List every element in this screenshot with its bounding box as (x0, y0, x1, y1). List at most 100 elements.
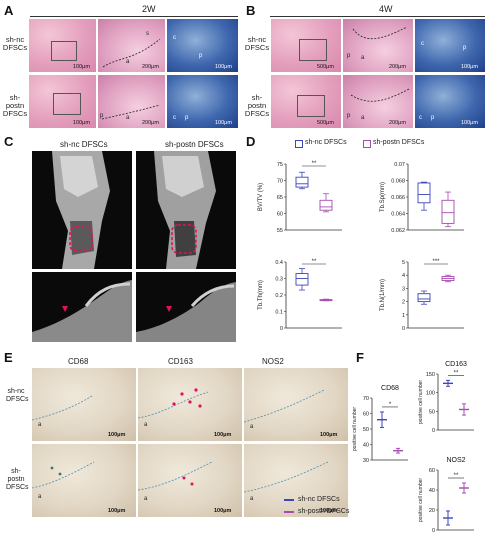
panel-b-he-overview-2: 500μm (271, 75, 341, 128)
panel-a-masson-2: c p 100μm (167, 75, 238, 128)
y-tick-label: 0.1 (275, 310, 283, 316)
panel-e-col-nos2: NOS2 (262, 357, 284, 366)
region-mark: a (361, 55, 365, 61)
y-axis-label: Tb.Th(mm) (258, 280, 264, 310)
panel-b-he-zoom-1: p a 200μm (343, 19, 413, 72)
scale-bar-label: 100μm (461, 120, 478, 126)
box (417, 293, 431, 303)
y-tick-label: 0.068 (391, 179, 405, 185)
panel-e-ihc-cd163-postn: a 100μm (138, 444, 242, 517)
y-tick-label: 60 (363, 412, 369, 418)
y-tick-label: 40 (363, 443, 369, 449)
scale-bar-label: 100μm (320, 508, 338, 514)
y-axis-label: positive cell number (418, 478, 424, 523)
panel-letter-f: F (356, 350, 364, 365)
significance-label: ** (454, 370, 459, 376)
region-mark: p (100, 113, 104, 119)
significance-label: ** (312, 259, 317, 265)
panel-c-microct-nc (32, 151, 132, 269)
panel-c-microct-postn (136, 151, 236, 269)
panel-b-row2-label: sh-postn DFSCs (244, 93, 270, 118)
y-tick-label: 1 (402, 313, 405, 319)
panel-e-row1-label: sh-nc DFSCs (6, 388, 29, 403)
region-mark: c (173, 35, 176, 41)
scale-bar-label: 100μm (215, 120, 232, 126)
box (319, 199, 333, 211)
y-tick-label: 0.064 (391, 212, 405, 218)
y-tick-label: 0 (432, 528, 435, 534)
y-tick-label: 3 (402, 286, 405, 292)
region-mark: a (38, 494, 42, 500)
panel-a-timepoint: 2W (142, 4, 156, 14)
box (417, 182, 431, 204)
scale-bar-label: 200μm (389, 120, 406, 126)
significance-label: * (389, 402, 392, 408)
box (441, 199, 455, 224)
y-axis-label: Tb.Sp(mm) (380, 182, 386, 212)
y-tick-label: 0.4 (275, 260, 283, 266)
scale-bar-label: 100μm (108, 432, 126, 438)
panel-letter-c: C (4, 134, 14, 149)
y-tick-label: 60 (277, 212, 283, 218)
region-mark: c (173, 115, 176, 121)
panel-c-section-postn (136, 272, 236, 342)
y-tick-label: 70 (277, 179, 283, 185)
y-tick-label: 5 (402, 260, 405, 266)
panel-letter-b: B (246, 3, 256, 18)
legend-label: sh-postn DFSCs (373, 139, 425, 146)
y-tick-label: 50 (363, 427, 369, 433)
scale-bar-label: 100μm (214, 432, 232, 438)
region-mark: p (463, 45, 467, 51)
chart-title: CD163 (445, 361, 467, 368)
y-tick-label: 0 (432, 428, 435, 434)
panel-b-row1-label: sh-nc DFSCs (244, 35, 270, 52)
region-mark: s (146, 31, 149, 37)
chart-title: NOS2 (446, 457, 465, 464)
scale-bar-label: 100μm (215, 64, 232, 70)
box (295, 273, 309, 286)
y-axis-label: positive cell number (418, 380, 424, 425)
panel-b-masson-2: c p 100μm (415, 75, 485, 128)
region-mark: p (199, 53, 203, 59)
y-axis-label: positive cell number (352, 407, 358, 452)
panel-e-ihc-cd68-postn: a 100μm (32, 444, 136, 517)
y-tick-label: 0 (402, 326, 405, 332)
scale-bar-label: 100μm (73, 120, 90, 126)
legend-label: sh-nc DFSCs (305, 139, 347, 146)
panel-b-masson-1: c p 100μm (415, 19, 485, 72)
panel-letter-d: D (246, 134, 256, 149)
y-tick-label: 0.2 (275, 293, 283, 299)
scale-bar-label: 100μm (73, 64, 90, 70)
panel-a-he-overview-1: 100μm (29, 19, 96, 72)
region-mark: c (421, 41, 424, 47)
panel-d-box-plots: 55 60 65 70 75 BV/TV (%) ** 0.062 0.064 0.066 0.06… (258, 161, 464, 332)
scale-bar-label: 100μm (461, 64, 478, 70)
y-tick-label: 0.3 (275, 277, 283, 283)
y-tick-label: 50 (429, 409, 435, 415)
panel-letter-a: A (4, 3, 14, 18)
y-tick-label: 0.062 (391, 228, 405, 234)
panel-a-row2-label: sh-postn DFSCs (2, 93, 28, 118)
significance-label: ** (312, 161, 317, 167)
significance-label: ** (454, 473, 459, 479)
y-tick-label: 0.07 (394, 162, 405, 168)
y-tick-label: 55 (277, 228, 283, 234)
panel-e-ihc-cd68-nc: a 100μm (32, 368, 136, 441)
region-mark: p (347, 53, 351, 59)
panel-c-col1-label: sh-nc DFSCs (60, 140, 108, 149)
y-tick-label: 60 (429, 468, 435, 474)
y-tick-label: 70 (363, 396, 369, 402)
panel-e-ihc-nos2-postn: a 100μm (244, 444, 348, 517)
panel-c-col2-label: sh-postn DFSCs (165, 140, 224, 149)
region-mark: c (419, 115, 422, 121)
panel-a-he-overview-2: 100μm (29, 75, 96, 128)
scale-bar-label: 200μm (142, 64, 159, 70)
panel-b-timepoint: 4W (379, 4, 393, 14)
panel-b-divider (270, 16, 485, 17)
y-axis-label: Tb.N(1/mm) (380, 279, 386, 311)
y-tick-label: 100 (426, 391, 435, 397)
region-mark: a (38, 422, 42, 428)
panel-e-col-cd68: CD68 (68, 357, 89, 366)
region-mark: a (250, 424, 254, 430)
y-axis-label: BV/TV (%) (258, 183, 264, 211)
